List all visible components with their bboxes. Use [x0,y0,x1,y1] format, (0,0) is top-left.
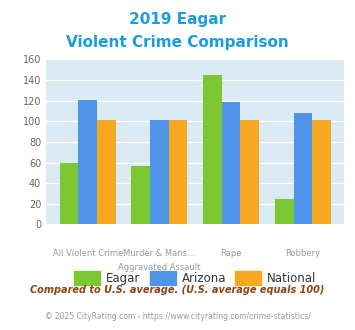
Bar [312,120,331,224]
Text: All Violent Crime: All Violent Crime [53,249,123,258]
Bar [150,120,169,224]
Text: Violent Crime Comparison: Violent Crime Comparison [66,35,289,50]
Text: Compared to U.S. average. (U.S. average equals 100): Compared to U.S. average. (U.S. average … [30,285,325,295]
Bar [131,166,150,224]
Bar [169,120,187,224]
Bar [97,120,116,224]
Text: 2019 Eagar: 2019 Eagar [129,12,226,26]
Bar [294,113,312,224]
Legend: Eagar, Arizona, National: Eagar, Arizona, National [69,267,321,290]
Text: Robbery: Robbery [285,249,321,258]
Bar [240,120,259,224]
Bar [60,162,78,224]
Bar [78,100,97,224]
Text: © 2025 CityRating.com - https://www.cityrating.com/crime-statistics/: © 2025 CityRating.com - https://www.city… [45,312,310,321]
Bar [275,199,294,224]
Text: Murder & Mans...: Murder & Mans... [124,249,195,258]
Bar [203,75,222,224]
Bar [222,102,240,224]
Text: Rape: Rape [220,249,242,258]
Text: Aggravated Assault: Aggravated Assault [118,263,201,272]
